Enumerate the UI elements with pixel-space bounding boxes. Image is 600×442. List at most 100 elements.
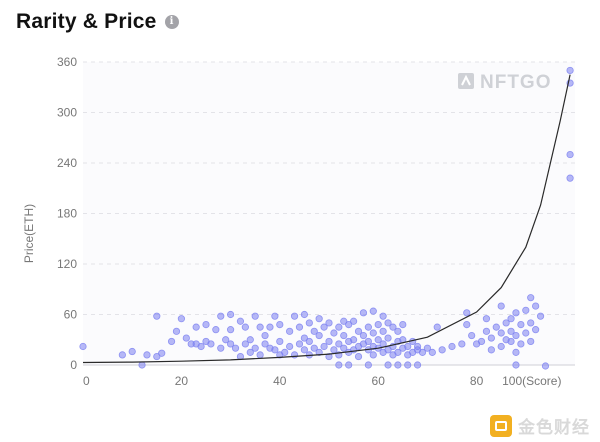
scatter-point [463, 309, 471, 317]
scatter-point [364, 361, 372, 369]
scatter-point [251, 312, 259, 320]
scatter-point [192, 323, 200, 331]
scatter-point [143, 351, 151, 359]
scatter-point [212, 326, 220, 334]
scatter-point [330, 346, 338, 354]
scatter-point [413, 361, 422, 369]
y-tick-label: 360 [57, 55, 77, 69]
scatter-point [448, 342, 456, 351]
scatter-point [517, 340, 525, 348]
scatter-point [468, 331, 476, 340]
scatter-point [236, 317, 245, 325]
scatter-point [79, 342, 87, 351]
scatter-point [177, 315, 185, 323]
scatter-point [566, 174, 574, 182]
scatter-point [374, 320, 382, 329]
scatter-point [487, 346, 495, 354]
scatter-point [354, 327, 363, 335]
scatter-point [231, 344, 240, 352]
scatter-point [340, 344, 348, 352]
scatter-point [394, 361, 402, 369]
scatter-point [315, 315, 323, 323]
scatter-point [379, 312, 387, 320]
scatter-point [276, 337, 284, 346]
x-tick-label: 80 [470, 374, 484, 388]
scatter-point [241, 323, 249, 331]
scatter-point [527, 294, 535, 302]
scatter-point [246, 336, 254, 344]
scatter-point [310, 327, 318, 335]
scatter-point [512, 348, 520, 356]
scatter-point [300, 346, 308, 354]
scatter-point [118, 351, 126, 359]
scatter-point [207, 340, 215, 348]
scatter-point [487, 334, 495, 342]
x-tick-label: 60 [372, 374, 386, 388]
scatter-point [423, 344, 431, 352]
scatter-point [315, 331, 323, 340]
x-tick-label: 100(Score) [502, 374, 561, 388]
scatter-point [566, 150, 574, 159]
x-tick-label: 20 [175, 374, 189, 388]
scatter-point [541, 362, 550, 370]
scatter-point [345, 320, 353, 329]
scatter-point [271, 312, 279, 320]
scatter-point [128, 347, 136, 356]
scatter-point [276, 320, 284, 329]
scatter-point [379, 327, 387, 335]
scatter-point [261, 331, 269, 340]
scatter-point [325, 337, 333, 346]
chart-header: Rarity & Price i [16, 8, 179, 36]
scatter-point [153, 312, 161, 320]
scatter-point [428, 348, 436, 356]
scatter-point [222, 336, 230, 344]
scatter-point [482, 327, 491, 335]
scatter-point [497, 302, 505, 310]
info-icon[interactable]: i [164, 15, 179, 29]
scatter-point [364, 337, 372, 346]
scatter-point [217, 312, 225, 320]
scatter-point [536, 312, 545, 320]
scatter-point [335, 361, 343, 369]
scatter-point [354, 352, 363, 361]
scatter-point [340, 317, 348, 325]
scatter-point [399, 320, 407, 329]
scatter-point [522, 306, 530, 314]
scatter-point [507, 337, 515, 346]
scatter-point [315, 348, 323, 356]
y-tick-label: 120 [57, 257, 77, 271]
scatter-point [320, 323, 328, 331]
jinse-logo-icon [490, 414, 512, 437]
scatter-point [394, 348, 402, 356]
x-tick-label: 40 [273, 374, 287, 388]
scatter-point [271, 346, 279, 354]
scatter-point [295, 323, 304, 331]
scatter-point [300, 334, 308, 342]
scatter-point [246, 348, 254, 356]
scatter-point [394, 327, 402, 335]
y-tick-label: 60 [64, 308, 78, 322]
scatter-point [492, 323, 500, 331]
scatter-point [507, 315, 515, 323]
scatter-point [167, 337, 176, 346]
scatter-point [325, 319, 333, 327]
scatter-point [325, 352, 333, 361]
scatter-point [458, 340, 466, 348]
scatter-point [217, 344, 225, 352]
scatter-point [300, 310, 308, 319]
scatter-point [290, 312, 299, 320]
y-tick-label: 300 [57, 106, 77, 120]
scatter-point [374, 336, 382, 344]
y-axis-label: Price(ETH) [22, 204, 36, 263]
scatter-point [261, 340, 269, 348]
y-tick-label: 240 [57, 156, 77, 170]
scatter-point [566, 66, 574, 75]
scatter-point [310, 344, 318, 352]
scatter-point [349, 317, 358, 325]
scatter-point [527, 319, 535, 327]
scatter-point [138, 361, 146, 369]
scatter-point [389, 323, 397, 331]
x-tick-label: 0 [83, 374, 90, 388]
scatter-point [256, 351, 264, 359]
scatter-point [364, 323, 372, 331]
